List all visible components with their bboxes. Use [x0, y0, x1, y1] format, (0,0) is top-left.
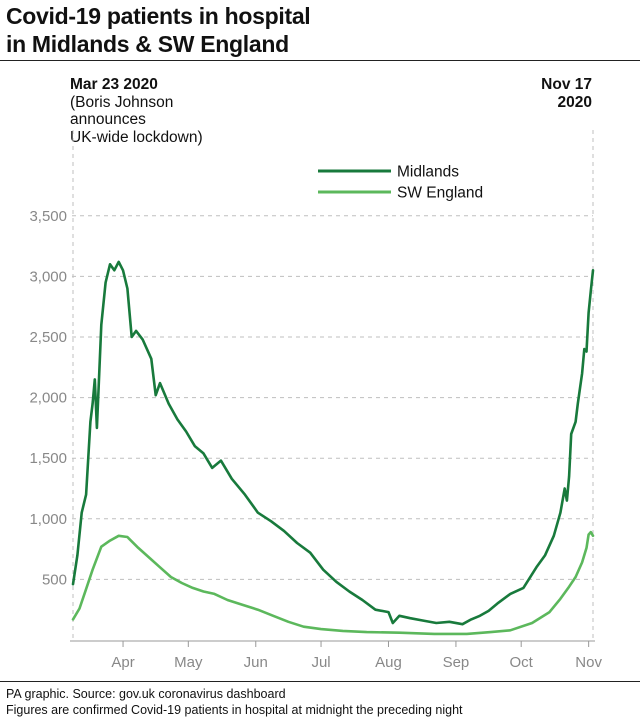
y-tick-label: 2,000 — [29, 390, 67, 407]
legend: Midlands SW England — [318, 164, 483, 202]
y-tick-label: 3,000 — [29, 268, 67, 285]
figures-note: Figures are confirmed Covid-19 patients … — [6, 703, 463, 717]
lockdown-date: Mar 23 2020 — [70, 76, 158, 93]
lockdown-note-line-1: (Boris Johnson — [70, 93, 174, 111]
lockdown-annotation: Mar 23 2020 (Boris Johnson announces UK-… — [70, 76, 203, 146]
end-date-annotation: Nov 17 2020 — [541, 76, 592, 111]
x-tick-label: Sep — [443, 654, 470, 671]
lockdown-note-line-2: announces — [70, 111, 146, 128]
x-tick-label: Oct — [510, 654, 534, 671]
x-tick-label: May — [174, 654, 203, 671]
x-tick-label: Nov — [575, 654, 602, 671]
source-note: PA graphic. Source: gov.uk coronavirus d… — [6, 687, 286, 701]
footer-divider — [0, 681, 640, 682]
x-tick-label: Jun — [244, 654, 268, 671]
title-line-2: in Midlands & SW England — [6, 31, 289, 57]
end-date-line-2: 2020 — [557, 93, 592, 111]
lockdown-note-line-3: UK-wide lockdown) — [70, 128, 203, 146]
x-tick-label: Apr — [111, 654, 134, 671]
midlands-line — [71, 260, 595, 626]
x-tick-label: Aug — [375, 654, 402, 671]
legend-label-midlands: Midlands — [397, 164, 459, 181]
sw-england-line — [71, 530, 595, 636]
legend-label-sw-england: SW England — [397, 185, 483, 202]
end-date-line-1: Nov 17 — [541, 76, 592, 93]
series-layer — [71, 260, 595, 636]
title-divider — [0, 60, 640, 61]
y-tick-label: 2,500 — [29, 329, 67, 346]
footer: PA graphic. Source: gov.uk coronavirus d… — [6, 686, 463, 718]
chart-title: Covid-19 patients in hospital in Midland… — [6, 2, 311, 58]
grid-layer — [70, 130, 595, 642]
y-axis-ticks: 500 1,000 1,500 2,000 2,500 3,000 3,500 — [29, 208, 67, 589]
y-tick-label: 500 — [42, 571, 67, 588]
y-tick-label: 1,500 — [29, 450, 67, 467]
y-tick-label: 1,000 — [29, 511, 67, 528]
title-line-1: Covid-19 patients in hospital — [6, 3, 311, 29]
y-tick-label: 3,500 — [29, 208, 67, 225]
x-tick-label: Jul — [311, 654, 330, 671]
x-axis-ticks: Apr May Jun Jul Aug Sep Oct Nov — [111, 641, 602, 671]
